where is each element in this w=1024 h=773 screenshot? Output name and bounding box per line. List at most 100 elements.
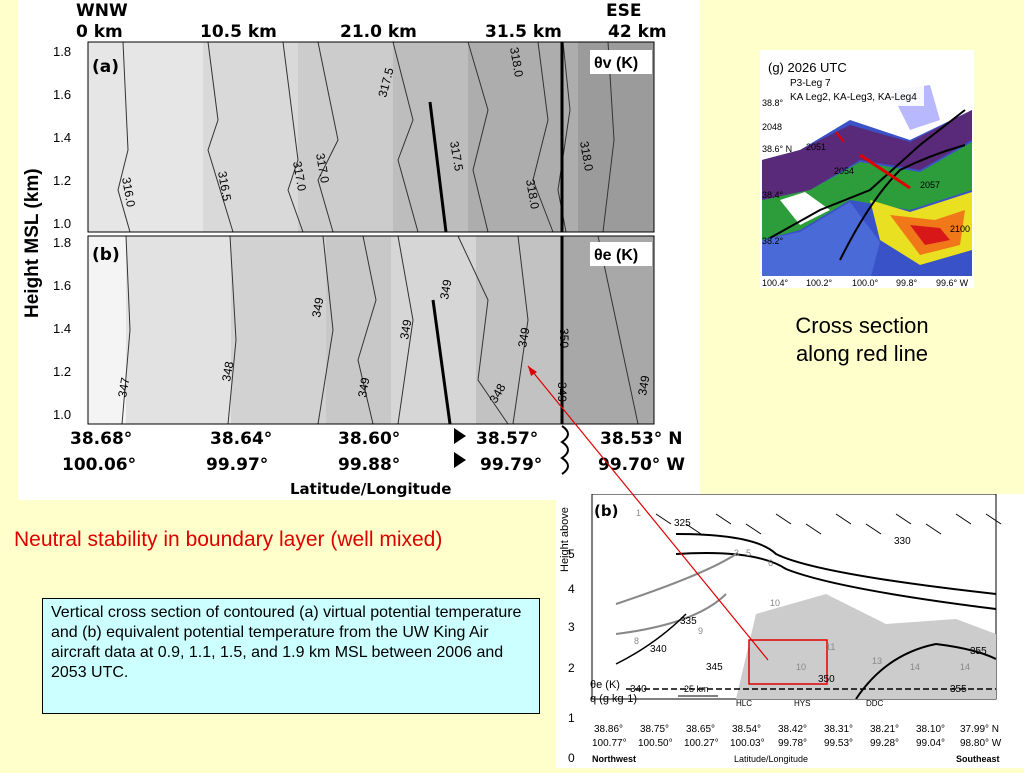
pb-lon-2: 100.50°	[638, 738, 673, 749]
scale-label: 25 km	[684, 684, 709, 694]
pb-q-3: 5	[746, 548, 751, 558]
panel-b-variable: θe (K)	[594, 247, 638, 264]
pb-contour-4: 340	[650, 644, 667, 655]
lat-4: 38.57°	[476, 429, 538, 449]
panel-b-label-2: (b)	[594, 502, 618, 520]
pb-lat-4: 38.54°	[732, 724, 761, 735]
pb-q-4: 6	[768, 558, 773, 568]
legend-q: q (g kg-1)	[590, 693, 637, 705]
panel-b-figure: Height above 5 4 3 2 1 0 (b) 325 330 335…	[556, 493, 1024, 768]
panel-a-label: (a)	[92, 57, 119, 77]
pb-contour-6: 350	[818, 674, 835, 685]
map-lon-1: 100.4°	[762, 278, 789, 288]
a-contour-6: 317.5	[447, 140, 466, 172]
map-time-5: 2100	[950, 224, 970, 234]
panel-a-variable: θv (K)	[594, 55, 638, 72]
station-ddc: DDC	[866, 699, 884, 708]
pb-q-12: 14	[960, 662, 970, 672]
a-ytick-1: 1.8	[53, 44, 71, 59]
lon-3: 99.88°	[338, 455, 400, 475]
map-lat-1: 38.8°	[762, 98, 784, 108]
pb-xlabel: Latitude/Longitude	[734, 754, 808, 764]
map-time-2: 2051	[806, 142, 826, 152]
station-hys: HYS	[794, 699, 810, 708]
pb-lat-8: 38.10°	[916, 724, 945, 735]
distance-1: 10.5 km	[200, 22, 277, 42]
pb-contour-3: 335	[680, 616, 697, 627]
legend-theta: θe (K)	[590, 679, 620, 691]
a-contour-9: 318.0	[577, 140, 596, 172]
pb-lat-1: 38.86°	[594, 724, 623, 735]
lat-3: 38.60°	[338, 429, 400, 449]
pb-q-10: 13	[872, 656, 882, 666]
map-lon-2: 100.2°	[806, 278, 833, 288]
cross-section-figure: WNW ESE 0 km 10.5 km 21.0 km 31.5 km 42 …	[18, 0, 700, 500]
figure-description: Vertical cross section of contoured (a) …	[42, 598, 540, 714]
map-lat-2: 38.6° N	[762, 144, 792, 154]
map-lon-3: 100.0°	[852, 278, 879, 288]
pb-lon-4: 100.03°	[730, 738, 765, 749]
cold-front-symbol-1	[454, 428, 466, 444]
b-contour-10: 349	[635, 374, 652, 396]
lat-2: 38.64°	[210, 429, 272, 449]
red-section-line	[859, 153, 911, 190]
pb-lat-2: 38.75°	[640, 724, 669, 735]
cross-section-svg: WNW ESE 0 km 10.5 km 21.0 km 31.5 km 42 …	[22, 1, 685, 498]
pb-lat-9: 37.99° N	[960, 724, 999, 735]
panel-b-svg: Height above 5 4 3 2 1 0 (b) 325 330 335…	[559, 493, 1002, 765]
pb-lat-5: 38.42°	[778, 724, 807, 735]
a-ytick-4: 1.2	[53, 173, 71, 188]
b-contour-11: 349	[555, 382, 569, 402]
a-contour-3: 317.0	[290, 160, 309, 192]
pb-lon-3: 100.27°	[684, 738, 719, 749]
panel-b-lat-labels: 38.86° 38.75° 38.65° 38.54° 38.42° 38.31…	[594, 724, 999, 735]
distance-3: 31.5 km	[485, 22, 562, 42]
pb-lon-6: 99.53°	[824, 738, 853, 749]
station-hlc: HLC	[736, 699, 752, 708]
panel-b-plot	[87, 235, 655, 425]
b2-ytick-5: 5	[568, 547, 575, 561]
lon-2: 99.97°	[206, 455, 268, 475]
y-axis-label: Height MSL (km)	[22, 168, 43, 318]
pb-q-1: 1	[636, 508, 641, 518]
pb-contour-1: 325	[674, 518, 691, 529]
cold-front-symbol-2	[454, 452, 466, 468]
b2-ytick-4: 4	[568, 582, 575, 596]
map-lat-3: 38.4°	[762, 190, 784, 200]
map-time-4: 2057	[920, 180, 940, 190]
radar-map-figure: (g) 2026 UTC P3-Leg 7 KA Leg2, KA-Leg3, …	[760, 50, 974, 288]
red-arrowhead	[528, 366, 537, 376]
dir-left: WNW	[76, 1, 128, 21]
stability-note: Neutral stability in boundary layer (wel…	[14, 528, 443, 551]
distance-0: 0 km	[76, 22, 123, 42]
red-highlight-box	[748, 639, 828, 685]
b-ytick-1: 1.8	[53, 235, 71, 250]
pb-lat-7: 38.21°	[870, 724, 899, 735]
panel-a-plot	[87, 41, 655, 233]
a-contour-7: 318.0	[523, 178, 542, 210]
b-contour-7: 349	[515, 326, 532, 348]
panel-b-label: (b)	[92, 245, 120, 265]
pb-lon-7: 99.28°	[870, 738, 899, 749]
pb-q-8: 10	[796, 662, 806, 672]
a-ytick-3: 1.4	[53, 130, 71, 145]
red-connector-line	[527, 365, 769, 661]
map-panel-label: (g) 2026 UTC	[768, 60, 847, 75]
pb-lon-8: 99.04°	[916, 738, 945, 749]
pb-q-9: 11	[826, 642, 835, 652]
map-leg-2: KA Leg2, KA-Leg3, KA-Leg4	[790, 92, 917, 103]
lon-1: 100.06°	[62, 455, 136, 475]
pb-q-7: 9	[698, 626, 703, 636]
b2-ytick-1: 1	[568, 711, 575, 725]
map-leg-1: P3-Leg 7	[790, 78, 831, 89]
map-time-1: 2048	[762, 122, 782, 132]
map-lon-5: 99.6° W	[936, 278, 969, 288]
lon-5: 99.70° W	[598, 455, 685, 475]
distance-4: 42 km	[608, 22, 667, 42]
pb-contour-9: 340	[630, 684, 647, 695]
b-ytick-5: 1.0	[53, 407, 71, 422]
map-time-3: 2054	[834, 166, 854, 176]
a-contour-1: 316.0	[119, 176, 138, 208]
panel-b-ylabel: Height above	[559, 507, 571, 572]
b-contour-5: 349	[355, 376, 372, 398]
